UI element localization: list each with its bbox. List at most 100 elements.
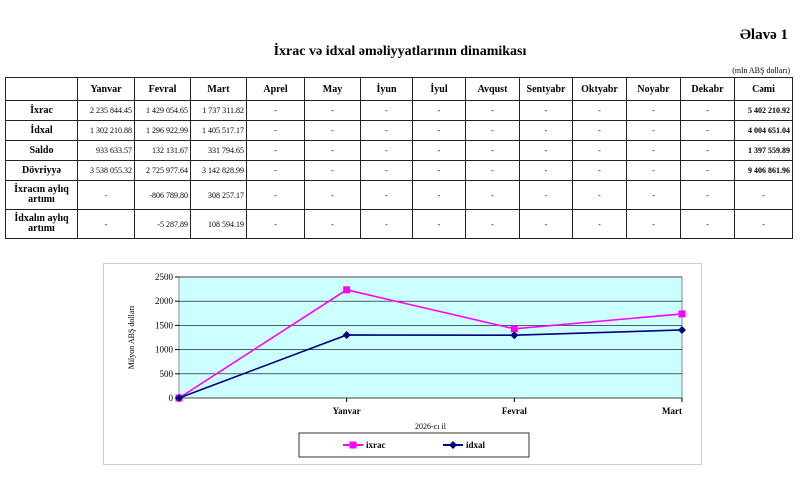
column-header: Oktyabr [572, 77, 627, 101]
table-cell: - [626, 140, 681, 161]
table-cell: - [626, 100, 681, 121]
series-line-idxal [178, 329, 683, 399]
table-cell: - [680, 180, 735, 210]
table-cell: 1 737 311.82 [190, 100, 247, 121]
y-tick-label: 1000 [155, 345, 174, 355]
table-cell: - [304, 209, 361, 239]
column-header: Mart [190, 77, 247, 101]
table-cell: - [412, 209, 466, 239]
table-cell: - [626, 160, 681, 181]
table-cell: - [519, 100, 573, 121]
table-cell: - [360, 209, 413, 239]
table-cell: - [680, 160, 735, 181]
table-cell: - [572, 100, 627, 121]
table-row: İdxal 1 302 210.88 1 296 922.99 1 405 517.1… [5, 120, 793, 141]
table-cell: - [572, 180, 627, 210]
table-row: İdxalın aylıq artımı - -5 287.89 108 594.19… [5, 209, 793, 239]
table-cell: - [246, 160, 305, 181]
table-row: Saldo 933 633.57 132 131.67 331 794.65- - - - -… [5, 140, 793, 161]
column-header: İyul [412, 77, 466, 101]
x-tick-label: Fevral [502, 406, 527, 416]
total-cell: - [734, 209, 793, 239]
table-cell: 3 538 055.32 [77, 160, 135, 181]
x-tick-label: Mart [662, 406, 682, 416]
data-point-ixrac [510, 325, 518, 333]
table-cell: - [360, 180, 413, 210]
row-label: Saldo [5, 140, 78, 161]
column-header: Sentyabr [519, 77, 573, 101]
table-cell: - [412, 140, 466, 161]
data-point-idxal [175, 394, 183, 402]
table-cell: - [465, 140, 520, 161]
total-cell: - [734, 180, 793, 210]
table-cell: - [304, 160, 361, 181]
page-title: İxrac və idxal əməliyyatlarının dinamika… [273, 44, 527, 59]
table-cell: - [626, 120, 681, 141]
series-line-ixrac [178, 288, 683, 399]
table-cell: - [412, 100, 466, 121]
data-point-idxal [342, 330, 351, 339]
table-cell: - [626, 209, 681, 239]
table-cell: - [572, 140, 627, 161]
y-tick-label: 0 [169, 393, 174, 403]
table-cell: - [412, 120, 466, 141]
legend-label: idxal [466, 440, 486, 450]
unit-label: (mln ABŞ dolları) [732, 66, 790, 75]
table-cell: - [360, 120, 413, 141]
table-cell: - [304, 180, 361, 210]
table-row: İxrac 2 235 844.45 1 429 054.65 1 737 311.8… [5, 100, 793, 121]
table-cell: - [519, 180, 573, 210]
table-cell: - [465, 100, 520, 121]
data-point-ixrac [678, 310, 686, 318]
table-cell: 2 235 844.45 [77, 100, 135, 121]
legend-marker-ixrac [349, 441, 357, 449]
total-cell: 1 397 559.89 [734, 140, 793, 161]
table-cell: - [77, 180, 135, 210]
legend-box [298, 432, 530, 458]
column-header: Yanvar [77, 77, 135, 101]
x-tick-label: Yanvar [333, 406, 361, 416]
table-cell: - [572, 160, 627, 181]
table-cell: - [519, 160, 573, 181]
table-cell: - [360, 100, 413, 121]
table-cell: 308 257.17 [190, 180, 247, 210]
plot-area [178, 276, 683, 399]
column-header: Dekabr [680, 77, 735, 101]
row-label: İdxal [5, 120, 78, 141]
table-cell: - [304, 120, 361, 141]
row-label: Dövriyyə [5, 160, 78, 181]
table-cell: - [412, 160, 466, 181]
y-tick-label: 2000 [155, 296, 174, 306]
total-cell: 5 402 210.92 [734, 100, 793, 121]
table-cell: - [680, 120, 735, 141]
row-label: İdxalın aylıq artımı [5, 209, 78, 239]
y-tick-label: 1500 [155, 320, 174, 330]
table-cell: - [572, 120, 627, 141]
y-tick-label: 500 [160, 369, 174, 379]
table-cell: - [360, 160, 413, 181]
table-cell: 132 131.67 [134, 140, 191, 161]
table-cell: 1 405 517.17 [190, 120, 247, 141]
table-cell: 2 725 977.64 [134, 160, 191, 181]
row-label: İxrac [5, 100, 78, 121]
data-point-idxal [510, 331, 519, 340]
column-header: İyun [360, 77, 413, 101]
table-cell: - [246, 209, 305, 239]
table-cell: - [572, 209, 627, 239]
data-point-ixrac [343, 286, 351, 294]
table-cell: - [304, 100, 361, 121]
column-header [5, 77, 78, 101]
table-cell: - [680, 140, 735, 161]
table-cell: 933 633.57 [77, 140, 135, 161]
data-point-idxal [678, 325, 686, 334]
table-cell: - [519, 209, 573, 239]
table-cell: 108 594.19 [190, 209, 247, 239]
legend-label: ixrac [366, 440, 386, 450]
table-cell: -5 287.89 [134, 209, 191, 239]
table-cell: - [626, 180, 681, 210]
table-cell: - [465, 180, 520, 210]
column-header: Avqust [465, 77, 520, 101]
table-cell: 1 429 054.65 [134, 100, 191, 121]
appendix-label: Əlavə 1 [739, 27, 788, 43]
table-cell: - [519, 120, 573, 141]
